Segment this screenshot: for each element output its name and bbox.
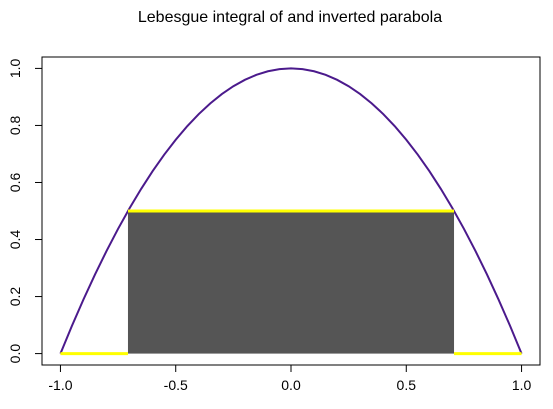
y-tick-label: 1.0 bbox=[7, 58, 23, 78]
y-tick-label: 0.8 bbox=[7, 116, 23, 136]
x-tick-label: -1.0 bbox=[48, 377, 72, 393]
x-tick-label: 0.5 bbox=[397, 377, 417, 393]
y-tick-label: 0.2 bbox=[7, 287, 23, 307]
chart-title: Lebesgue integral of and inverted parabo… bbox=[138, 9, 442, 26]
x-tick-label: -0.5 bbox=[164, 377, 188, 393]
y-tick-label: 0.0 bbox=[7, 344, 23, 364]
y-tick-label: 0.4 bbox=[7, 230, 23, 250]
x-tick-label: 1.0 bbox=[512, 377, 532, 393]
x-tick-label: 0.0 bbox=[281, 377, 301, 393]
parabola bbox=[59, 67, 523, 354]
lebesgue-rect bbox=[127, 211, 455, 354]
y-tick-label: 0.6 bbox=[7, 173, 23, 193]
plot-box bbox=[41, 56, 541, 366]
